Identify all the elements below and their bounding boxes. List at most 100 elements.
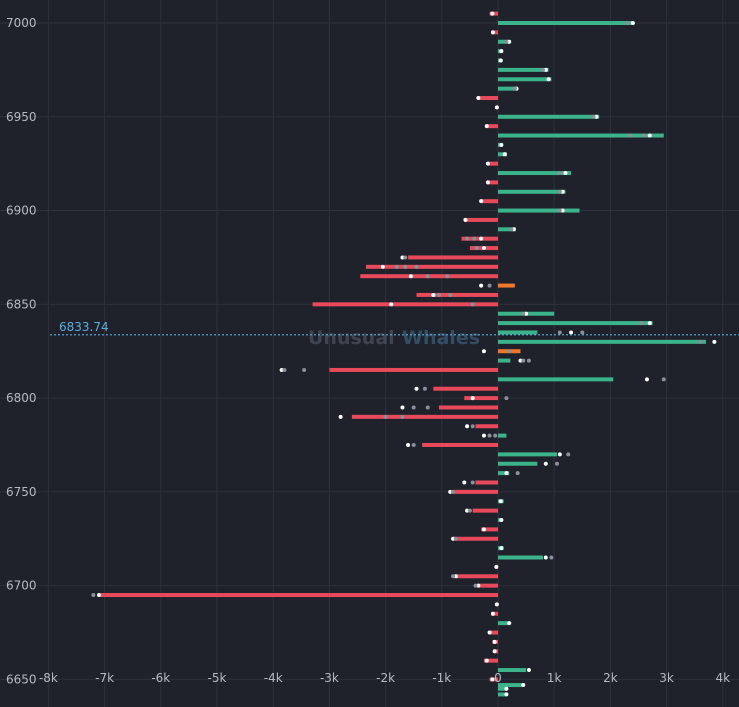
x-tick-label: -6k	[151, 671, 170, 685]
bar	[498, 171, 572, 176]
bar	[464, 217, 498, 222]
bar-marker	[411, 442, 416, 447]
x-tick-label: -2k	[376, 671, 395, 685]
bar-marker	[302, 367, 307, 372]
bar	[498, 67, 549, 72]
bar-marker	[557, 171, 562, 176]
bar	[481, 527, 498, 532]
bar-marker	[451, 536, 456, 541]
bar-marker	[481, 527, 486, 532]
bar-marker	[479, 283, 484, 288]
bar-marker	[473, 583, 478, 588]
bar	[98, 593, 498, 598]
bar-marker	[389, 302, 394, 307]
bar	[498, 339, 706, 344]
bar	[498, 686, 507, 691]
bar	[498, 208, 580, 213]
bar-marker	[476, 583, 481, 588]
y-tick-label: 6950	[6, 110, 37, 124]
bar	[486, 180, 498, 185]
y-tick-label: 6650	[6, 672, 37, 686]
bar-marker	[540, 67, 545, 72]
bar-marker	[580, 330, 585, 335]
bar-marker	[338, 414, 343, 419]
watermark-unusual: Unusual	[308, 327, 395, 349]
bar-marker	[504, 692, 509, 697]
bar	[498, 283, 515, 288]
bar-marker	[403, 264, 408, 269]
bar	[453, 489, 498, 494]
x-tick-label: -3k	[320, 671, 339, 685]
bar	[481, 199, 498, 204]
bar-marker	[630, 21, 635, 25]
bar	[498, 377, 614, 382]
y-axis-ticks: 6650 6700 6750 6800 6850 6900 6950 7000	[6, 16, 37, 686]
bar-marker	[557, 330, 562, 335]
bar	[455, 574, 498, 579]
bar-marker	[406, 442, 411, 447]
bar-marker	[712, 339, 717, 344]
bar-marker	[279, 367, 284, 372]
x-tick-label: -4k	[264, 671, 283, 685]
bar-marker	[492, 649, 497, 654]
bar-marker	[414, 264, 419, 269]
bar	[478, 96, 498, 101]
bar-marker	[403, 255, 408, 260]
bar-marker	[465, 236, 470, 241]
bar-marker	[479, 199, 484, 204]
bar	[498, 358, 511, 363]
bar-marker	[436, 292, 441, 297]
bar-marker	[485, 180, 490, 185]
bar	[498, 114, 600, 119]
bar-marker	[543, 461, 548, 466]
bar-marker	[498, 499, 503, 504]
bar-marker	[563, 171, 568, 176]
bar-marker	[282, 367, 287, 372]
bar-marker	[481, 246, 486, 251]
bar-marker	[502, 152, 507, 157]
bar	[498, 555, 543, 560]
bar-marker	[499, 518, 504, 523]
bar-marker	[479, 236, 484, 241]
bar-marker	[470, 424, 475, 429]
bar-marker	[422, 386, 427, 391]
bar	[498, 86, 518, 91]
bar-marker	[411, 405, 416, 410]
bar	[498, 668, 527, 673]
bar	[498, 227, 516, 232]
bar	[498, 321, 653, 326]
bar	[498, 39, 510, 44]
bar	[489, 630, 498, 635]
y-tick-label: 6850	[6, 297, 37, 311]
bar	[498, 692, 507, 697]
bar-marker	[512, 86, 517, 91]
bar-marker	[625, 21, 630, 25]
y-tick-label: 6750	[6, 485, 37, 499]
bar	[498, 433, 507, 438]
bar-marker	[400, 414, 405, 419]
bar-marker	[467, 508, 472, 513]
bar	[472, 508, 498, 513]
bar-marker	[485, 161, 490, 166]
bar-marker	[555, 461, 560, 466]
bar	[416, 292, 498, 297]
bar	[498, 621, 510, 626]
bar-marker	[524, 311, 529, 316]
bar-marker	[451, 574, 456, 579]
bar-marker	[557, 452, 562, 457]
bar	[486, 124, 498, 129]
markers	[91, 11, 717, 697]
bar-marker	[494, 105, 499, 110]
bar	[483, 658, 498, 663]
bar-marker	[642, 133, 647, 138]
bar-marker	[470, 396, 475, 401]
bar-marker	[509, 227, 514, 232]
bar-marker	[490, 611, 495, 616]
x-tick-label: 4k	[716, 671, 731, 685]
bar	[498, 452, 558, 457]
bar-marker	[490, 30, 495, 35]
bar-marker	[472, 236, 477, 241]
bar	[438, 405, 498, 410]
